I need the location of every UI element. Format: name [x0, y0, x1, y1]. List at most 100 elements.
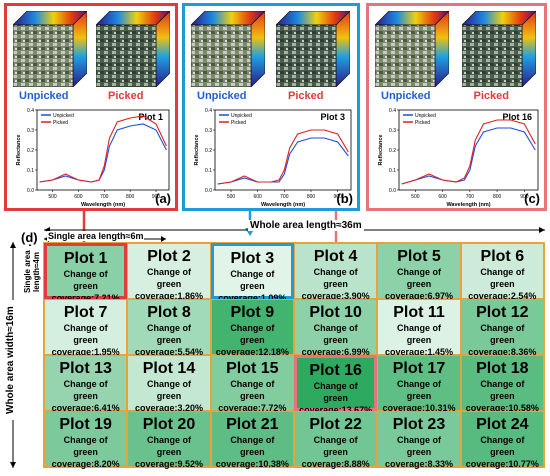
- plot-cell: Plot 14 Change of green coverage:3.20%: [127, 355, 211, 413]
- change-label: Change of: [63, 323, 108, 333]
- x-tick-label: 500: [411, 194, 420, 200]
- y-tick-label: 0.3: [205, 128, 212, 134]
- single-length-label: Single area length≈6m: [47, 231, 145, 241]
- plot-cell: Plot 4 Change of green coverage:3.90%: [294, 243, 378, 301]
- chart-title: Plot 16: [502, 112, 532, 122]
- plot-name: Plot 18: [476, 360, 529, 377]
- panel-letter-c: (c): [524, 191, 540, 206]
- c-u-cube-image: [375, 11, 449, 87]
- legend-label: Picked: [231, 120, 246, 126]
- plot-name: Plot 7: [63, 304, 108, 321]
- plot-cell: Plot 13 Change of green coverage:6.41%: [44, 355, 128, 413]
- coverage-value: green coverage:6.97%: [384, 279, 454, 301]
- plot-cell: Plot 6 Change of green coverage:2.54%: [460, 243, 544, 301]
- coverage-value: green coverage:1.95%: [51, 335, 120, 357]
- panel-a: Unpicked Picked (a) Plot 1 0.0 0.1 0.2 0.3 0.…: [4, 3, 178, 211]
- series-line-unpicked: [39, 123, 167, 183]
- series-line-unpicked: [217, 137, 349, 185]
- y-axis-label: Reflectance: [378, 135, 384, 166]
- plot-name: Plot 12: [476, 304, 529, 321]
- unpicked-label: Unpicked: [197, 90, 247, 102]
- legend-label: Unpicked: [231, 113, 252, 119]
- plot-cell: Plot 22 Change of green coverage:8.88%: [294, 411, 378, 469]
- plot-name: Plot 19: [59, 416, 112, 433]
- chart-title: Plot 3: [320, 112, 345, 122]
- plot-cell: Plot 17 Change of green coverage:10.31%: [377, 355, 461, 413]
- plot-cell: Plot 8 Change of green coverage:5.54%: [127, 299, 211, 357]
- y-tick-label: 0.1: [27, 168, 34, 174]
- change-label: Change of: [146, 435, 191, 445]
- coverage-value: green coverage:7.21%: [51, 281, 120, 303]
- y-tick-label: 0.1: [205, 168, 212, 174]
- plot-cell: Plot 20 Change of green coverage:9.52%: [127, 411, 211, 469]
- plot-name: Plot 6: [480, 248, 525, 265]
- reflectance-chart-c: Plot 16 0.0 0.1 0.2 0.3 0.4 500 600 700 800 900 Wav…: [378, 108, 539, 208]
- plot-name: Plot 8: [147, 304, 191, 321]
- change-label: Change of: [63, 269, 108, 279]
- plot-cell: Plot 5 Change of green coverage:6.97%: [377, 243, 461, 301]
- change-label: Change of: [396, 267, 441, 277]
- c-p-cube-image: [461, 11, 536, 87]
- x-tick-label: 600: [74, 194, 83, 200]
- plot-name: Plot 13: [59, 360, 112, 377]
- reflectance-chart-b: Plot 3 0.0 0.1 0.2 0.3 0.4 500 600 700 800 900 Wave…: [194, 108, 352, 208]
- change-label: Change of: [230, 323, 275, 333]
- picked-label: Picked: [108, 90, 144, 102]
- coverage-value: green coverage:8.33%: [384, 447, 454, 469]
- series-line-unpicked: [401, 127, 536, 185]
- y-axis-label: Reflectance: [16, 135, 22, 166]
- plot-cell: Plot 3 Change of green coverage:1.09%: [210, 243, 294, 303]
- plot-name: Plot 9: [230, 304, 275, 321]
- y-tick-label: 0.0: [27, 188, 34, 194]
- legend-label: Unpicked: [415, 113, 436, 119]
- change-label: Change of: [230, 269, 275, 279]
- legend-label: Unpicked: [53, 113, 74, 119]
- series-line-picked: [217, 129, 349, 185]
- y-tick-label: 0.3: [27, 128, 34, 134]
- picked-label: Picked: [288, 90, 324, 102]
- unpicked-label: Unpicked: [19, 90, 69, 102]
- a-u-cube-image: [13, 11, 87, 87]
- plot-cell: Plot 19 Change of green coverage:8.20%: [44, 411, 128, 469]
- coverage-value: green coverage:5.54%: [134, 335, 204, 357]
- plot-name: Plot 3: [230, 250, 275, 267]
- coverage-value: green coverage:3.90%: [301, 279, 370, 301]
- coverage-value: green coverage:10.38%: [215, 447, 289, 469]
- coverage-value: green coverage:10.58%: [465, 391, 539, 413]
- picked-label: Picked: [473, 90, 509, 102]
- coverage-value: green coverage:1.86%: [134, 279, 204, 301]
- change-label: Change of: [480, 323, 525, 333]
- plot-name: Plot 2: [147, 248, 191, 265]
- plot-grid: Plot 1 Change of green coverage:7.21% Pl…: [43, 242, 545, 469]
- x-axis-label: Wavelength (nm): [81, 202, 125, 208]
- coverage-value: green coverage:2.54%: [468, 279, 537, 301]
- change-label: Change of: [146, 323, 191, 333]
- change-label: Change of: [313, 381, 358, 391]
- coverage-value: green coverage:1.09%: [218, 281, 287, 303]
- coverage-value: green coverage:3.20%: [134, 391, 204, 413]
- coverage-value: green coverage:8.36%: [468, 335, 537, 357]
- change-label: Change of: [480, 379, 525, 389]
- single-width-label: Single area length≈4m: [23, 246, 41, 298]
- plot-name: Plot 4: [313, 248, 358, 265]
- change-label: Change of: [313, 323, 358, 333]
- coverage-value: green coverage:6.99%: [301, 335, 370, 357]
- whole-length-label: Whole area length≈36m: [248, 220, 364, 231]
- plot-name: Plot 10: [309, 304, 362, 321]
- y-tick-label: 0.4: [27, 108, 34, 114]
- plot-name: Plot 1: [63, 250, 108, 267]
- x-tick-label: 900: [333, 194, 342, 200]
- coverage-value: green coverage:1.45%: [384, 335, 454, 357]
- x-tick-label: 900: [520, 194, 529, 200]
- x-tick-label: 800: [307, 194, 316, 200]
- plot-name: Plot 14: [142, 360, 196, 377]
- plot-name: Plot 11: [393, 304, 445, 321]
- x-tick-label: 600: [438, 194, 447, 200]
- x-tick-label: 800: [493, 194, 502, 200]
- x-axis-label: Wavelength (nm): [446, 202, 490, 208]
- y-tick-label: 0.4: [205, 108, 212, 114]
- x-tick-label: 500: [227, 194, 236, 200]
- legend-label: Picked: [53, 120, 68, 126]
- y-tick-label: 0.2: [205, 148, 212, 154]
- chart-title: Plot 1: [138, 112, 163, 122]
